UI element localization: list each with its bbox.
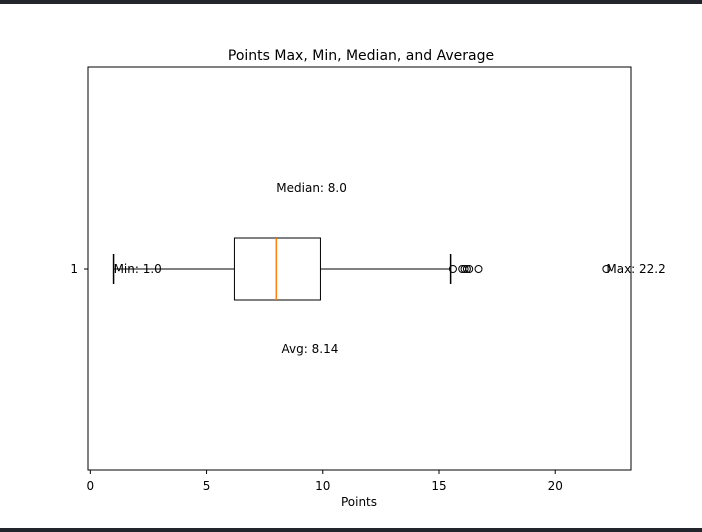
x-tick-label: 5 <box>203 479 211 493</box>
outlier-point <box>465 265 474 273</box>
x-tick-label: 20 <box>548 479 563 493</box>
outlier-point <box>462 265 471 273</box>
iqr-box <box>233 237 321 301</box>
outlier-point <box>460 265 469 273</box>
y-axis: 1 <box>70 262 88 276</box>
x-axis-label: Points <box>341 495 377 509</box>
x-tick-label: 0 <box>87 479 95 493</box>
outlier-point <box>602 265 611 273</box>
outlier-point <box>448 265 457 273</box>
annotation-min: Min: 1.0 <box>114 262 162 276</box>
window-top-bar <box>0 0 702 4</box>
annotation-avg: Avg: 8.14 <box>282 342 339 356</box>
y-tick-label: 1 <box>70 262 78 276</box>
annotation-max: Max: 22.2 <box>606 262 665 276</box>
annotation-median: Median: 8.0 <box>276 181 347 195</box>
outlier-point <box>474 265 483 273</box>
window-bottom-bar <box>0 528 702 532</box>
outlier-points <box>448 265 611 273</box>
chart-title: Points Max, Min, Median, and Average <box>228 48 494 64</box>
x-tick-label: 10 <box>315 479 330 493</box>
x-axis: 0 5 10 15 20 <box>87 470 563 493</box>
box-group <box>112 237 611 301</box>
x-tick-label: 15 <box>431 479 446 493</box>
